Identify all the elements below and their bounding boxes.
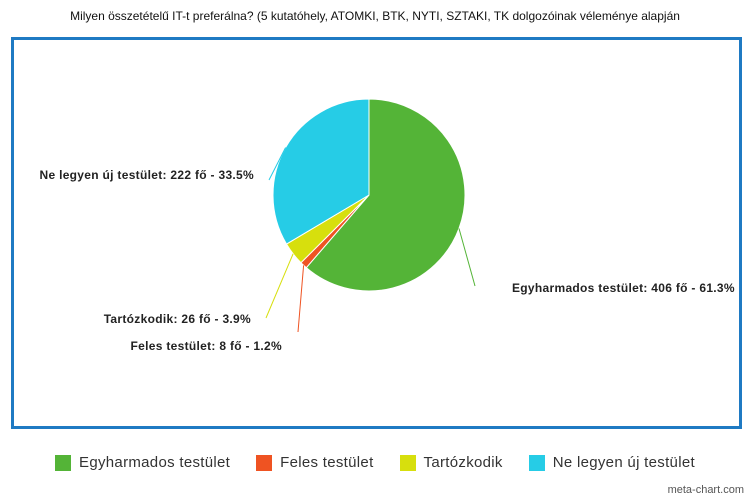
pie-slice-0[interactable] xyxy=(305,98,466,292)
legend-item-1[interactable]: Feles testület xyxy=(256,454,373,471)
leader-line-2 xyxy=(265,253,294,319)
slice-label-3: Ne legyen új testület: 222 fő - 33.5% xyxy=(40,168,255,182)
legend-item-0[interactable]: Egyharmados testület xyxy=(55,454,230,471)
legend-swatch xyxy=(55,454,72,471)
pie-chart: Egyharmados testület: 406 fő - 61.3% Fele… xyxy=(40,98,735,353)
leader-line-1 xyxy=(297,265,305,333)
legend-label: Tartózkodik xyxy=(423,454,503,471)
legend-item-3[interactable]: Ne legyen új testület xyxy=(528,454,695,471)
leader-line-3 xyxy=(268,147,287,181)
slice-label-0: Egyharmados testület: 406 fő - 61.3% xyxy=(512,281,735,295)
legend: Egyharmados testület Feles testület Tartóz… xyxy=(0,454,750,471)
leader-line-0 xyxy=(458,228,476,287)
slice-label-1: Feles testület: 8 fő - 1.2% xyxy=(131,339,283,353)
legend-label: Egyharmados testület xyxy=(79,454,231,471)
legend-swatch xyxy=(256,454,273,471)
legend-swatch xyxy=(528,454,545,471)
legend-item-2[interactable]: Tartózkodik xyxy=(399,454,503,471)
legend-swatch xyxy=(399,454,416,471)
credit-text: meta-chart.com xyxy=(667,484,744,496)
chart-title: Milyen összetételű IT-t preferálna? (5 k… xyxy=(70,9,680,23)
legend-label: Ne legyen új testület xyxy=(552,454,695,471)
legend-label: Feles testület xyxy=(280,454,374,471)
chart-frame: Egyharmados testület: 406 fő - 61.3% Fele… xyxy=(11,37,742,429)
slice-label-2: Tartózkodik: 26 fő - 3.9% xyxy=(104,312,251,326)
